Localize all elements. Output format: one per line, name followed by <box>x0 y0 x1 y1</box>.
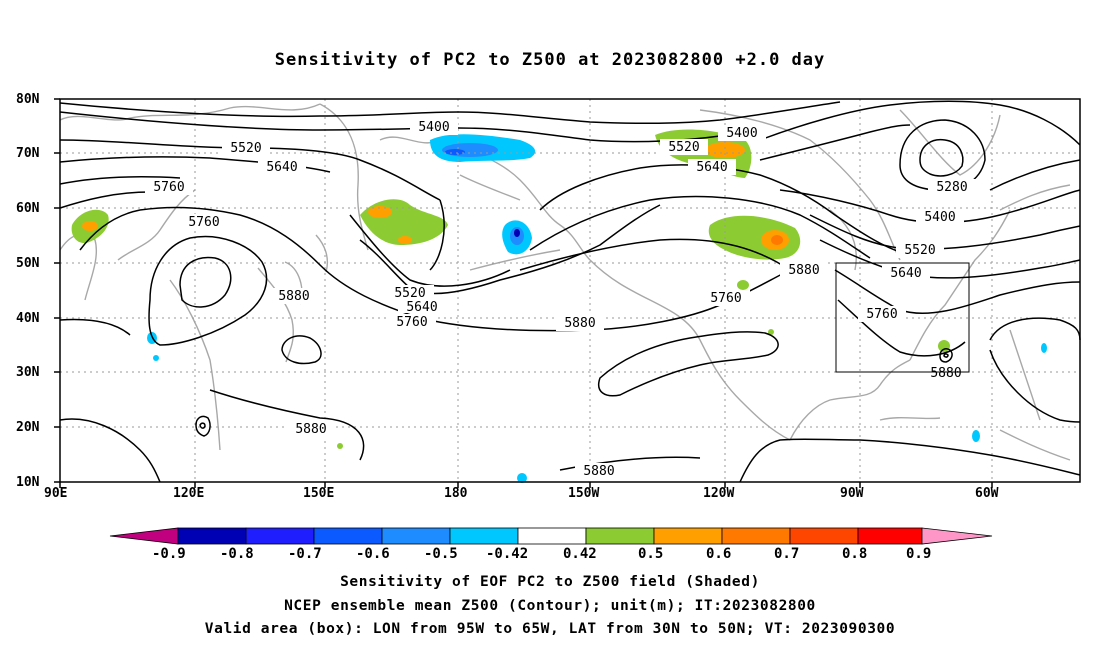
contour-label: 5280 <box>936 180 967 195</box>
contour-label: 5760 <box>866 307 897 322</box>
colorbar-swatch <box>653 527 723 545</box>
caption-valid-area: Valid area (box): LON from 95W to 65W, L… <box>204 621 896 637</box>
contour-label: 5880 <box>583 464 614 479</box>
contour-label: 5880 <box>930 366 961 381</box>
map-title: Sensitivity of PC2 to Z500 at 2023082800… <box>274 50 826 70</box>
colorbar-label: 0.8 <box>842 546 868 562</box>
contour-labels: 5400 5520 5640 5760 5760 5280 5400 5520 … <box>145 119 976 479</box>
contour-label: 5640 <box>890 266 921 281</box>
contour-label: 5760 <box>396 315 427 330</box>
contour-label: 5520 <box>230 141 261 156</box>
contour-label: 5520 <box>668 140 699 155</box>
contour-label: 5760 <box>153 180 184 195</box>
colorbar-label: -0.6 <box>356 546 390 562</box>
colorbar-swatch <box>245 527 315 545</box>
colorbar-swatch <box>381 527 451 545</box>
graticule <box>60 99 1080 482</box>
contour-label: 5760 <box>188 215 219 230</box>
colorbar-swatch <box>449 527 519 545</box>
contour-label: 5520 <box>904 243 935 258</box>
colorbar-swatch <box>313 527 383 545</box>
contour-label: 5880 <box>278 289 309 304</box>
lon-label: 90E <box>44 486 68 501</box>
colorbar-label: 0.9 <box>906 546 932 562</box>
colorbar-swatch <box>857 527 923 545</box>
contour-label: 5400 <box>418 120 449 135</box>
lat-label: 20N <box>16 420 40 435</box>
coastlines <box>59 103 1071 461</box>
lat-label: 50N <box>16 256 40 271</box>
z500-contours <box>59 100 1081 483</box>
colorbar-swatch <box>109 527 179 545</box>
colorbar-swatch <box>177 527 247 545</box>
colorbar-label: -0.7 <box>288 546 322 562</box>
lon-label: 60W <box>975 486 999 501</box>
lat-label: 10N <box>16 475 40 490</box>
axis-ticks <box>54 98 993 488</box>
lat-label: 60N <box>16 201 40 216</box>
lat-label: 80N <box>16 92 40 107</box>
colorbar <box>109 527 993 545</box>
lon-label: 180 <box>444 486 468 501</box>
lat-label: 40N <box>16 311 40 326</box>
contour-label: 5400 <box>726 126 757 141</box>
valid-area-box <box>835 262 970 373</box>
colorbar-swatch <box>585 527 655 545</box>
colorbar-swatch <box>721 527 791 545</box>
colorbar-label: -0.5 <box>424 546 458 562</box>
lat-label: 70N <box>16 146 40 161</box>
contour-label: 5640 <box>406 300 437 315</box>
colorbar-label: 0.6 <box>706 546 732 562</box>
contour-label: 5880 <box>564 316 595 331</box>
lon-label: 120E <box>173 486 205 501</box>
colorbar-label: 0.5 <box>638 546 664 562</box>
colorbar-label: -0.42 <box>486 546 529 562</box>
map-frame <box>59 98 1081 483</box>
contour-label: 5880 <box>788 263 819 278</box>
colorbar-swatch <box>517 527 587 545</box>
lon-label: 150E <box>303 486 335 501</box>
colorbar-label: -0.9 <box>152 546 186 562</box>
contour-label: 5760 <box>710 291 741 306</box>
colorbar-swatch <box>921 527 993 545</box>
caption-contour: NCEP ensemble mean Z500 (Contour); unit(… <box>284 598 816 614</box>
lon-label: 150W <box>568 486 600 501</box>
lon-label: 90W <box>840 486 864 501</box>
contour-label: 5400 <box>924 210 955 225</box>
colorbar-label: 0.42 <box>563 546 597 562</box>
contour-label: 5880 <box>295 422 326 437</box>
colorbar-label: 0.7 <box>774 546 800 562</box>
contour-label: 5520 <box>394 286 425 301</box>
colorbar-label: -0.8 <box>220 546 254 562</box>
contour-label: 5640 <box>696 160 727 175</box>
lat-label: 30N <box>16 365 40 380</box>
contour-label-stack: 5520 5640 <box>386 285 446 315</box>
caption-shaded: Sensitivity of EOF PC2 to Z500 field (Sh… <box>340 574 760 590</box>
contour-label: 5640 <box>266 160 297 175</box>
colorbar-swatch <box>789 527 859 545</box>
lon-label: 120W <box>703 486 735 501</box>
